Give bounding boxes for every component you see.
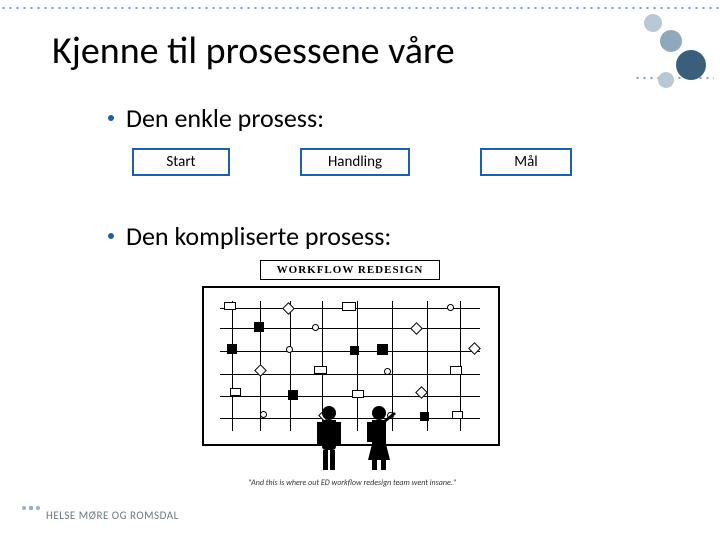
bullet-complex-text: Den kompliserte prosess: <box>126 220 391 252</box>
workflow-cartoon: WORKFLOW REDESIGN <box>192 258 512 490</box>
cartoon-person-right <box>360 404 398 472</box>
process-box-handling: Handling <box>300 148 410 176</box>
logo-text: HELSE MØRE OG ROMSDAL <box>46 509 179 522</box>
bullet-complex: Den kompliserte prosess: <box>108 220 391 252</box>
cartoon-whiteboard <box>202 286 500 446</box>
process-box-goal: Mål <box>480 148 572 176</box>
top-dotted-border <box>0 6 720 10</box>
bullet-dot-icon <box>108 115 114 121</box>
bullet-simple: Den enkle prosess: <box>108 102 324 134</box>
corner-circle-medium <box>660 30 682 52</box>
footer-logo: HELSE MØRE OG ROMSDAL <box>22 506 179 524</box>
bullet-dot-icon <box>108 233 114 239</box>
right-dotted-accent <box>634 76 714 80</box>
corner-circle-small <box>644 14 662 32</box>
process-box-start: Start <box>132 148 230 176</box>
cartoon-person-left <box>312 404 346 472</box>
simple-process-flow: Start Handling Mål <box>132 148 572 176</box>
corner-circle-tiny <box>658 72 674 88</box>
cartoon-caption: "And this is where out ED workflow redes… <box>192 478 512 488</box>
page-title: Kjenne til prosessene våre <box>52 28 455 74</box>
cartoon-title-box: WORKFLOW REDESIGN <box>260 260 440 280</box>
logo-mark-icon <box>22 506 40 524</box>
bullet-simple-text: Den enkle prosess: <box>126 102 324 134</box>
corner-circle-large <box>676 50 706 80</box>
cartoon-diagram <box>212 296 490 436</box>
